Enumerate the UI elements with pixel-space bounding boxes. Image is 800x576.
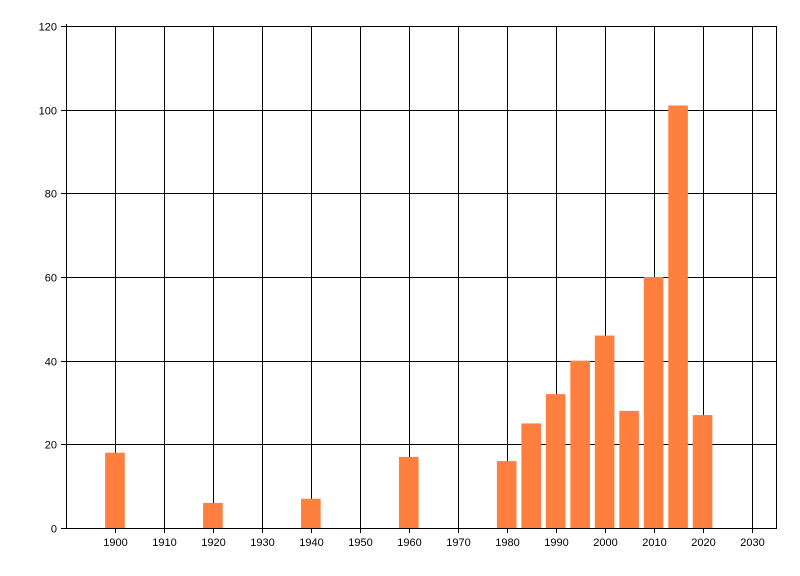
x-tick-label: 1980 (495, 537, 519, 549)
x-tick-label: 2030 (740, 537, 764, 549)
x-tick-label: 2020 (691, 537, 715, 549)
x-tick-label: 1900 (103, 537, 127, 549)
y-tick-label: 60 (45, 273, 57, 285)
x-tick-labels: 1900 1910 1920 1930 1940 1950 1960 1970 1980 1990… (103, 537, 764, 549)
bar-2005 (619, 410, 639, 528)
axis-layer (61, 24, 777, 533)
y-tick-label: 20 (45, 440, 57, 452)
y-tick-label: 120 (39, 22, 57, 34)
x-tick-label: 1930 (250, 537, 274, 549)
bar-1990 (545, 394, 566, 528)
bar-1980 (496, 461, 517, 528)
bar-1995 (570, 360, 590, 528)
x-tick-label: 1990 (544, 537, 568, 549)
x-tick-label: 1910 (152, 537, 176, 549)
y-tick-label: 40 (45, 357, 57, 369)
y-tick-label: 100 (39, 106, 57, 118)
bar-2010 (643, 277, 664, 528)
bar-2015 (668, 105, 688, 528)
x-tick-label: 1920 (201, 537, 225, 549)
bar-1920 (203, 502, 223, 528)
x-tick-label: 1960 (397, 537, 421, 549)
x-tick-label: 1950 (348, 537, 372, 549)
bar-2020 (692, 415, 713, 528)
bar-1960 (398, 456, 419, 528)
bars-layer (105, 105, 713, 528)
x-tick-label: 2000 (593, 537, 617, 549)
bar-1940 (301, 498, 321, 528)
bar-1900 (105, 452, 125, 528)
x-tick-label: 1970 (446, 537, 470, 549)
y-tick-labels: 0 20 40 60 80 100 120 (39, 22, 57, 536)
y-tick-label: 0 (51, 524, 57, 536)
y-tick-label: 80 (45, 189, 57, 201)
x-tick-label: 1940 (299, 537, 323, 549)
bar-2000 (594, 335, 615, 528)
bar-1985 (521, 423, 541, 528)
x-tick-label: 2010 (642, 537, 666, 549)
